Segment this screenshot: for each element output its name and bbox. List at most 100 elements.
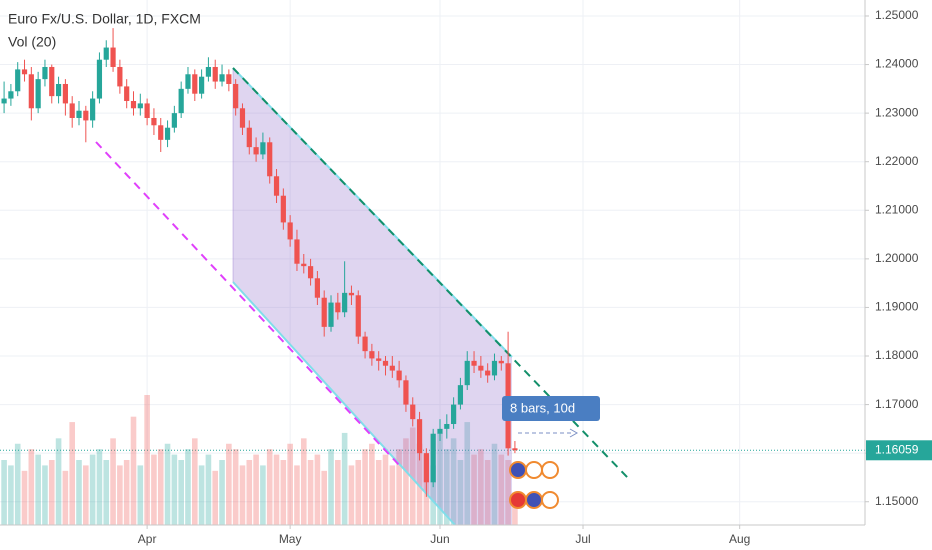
volume-bar [21,470,28,525]
candle-body [348,292,355,296]
volume-bar [83,465,89,525]
event-icon [509,491,527,509]
y-tick-label: 1.21000 [875,202,919,216]
volume-bar [362,449,368,525]
volume-bar [355,460,362,525]
volume-bar [137,465,144,525]
x-tick-label: Apr [138,532,157,546]
candle-body [158,125,164,140]
candle-body [15,69,21,92]
candle-body [96,59,103,99]
candle-body [498,360,504,364]
volume-bar [130,416,137,525]
candle-body [321,297,327,327]
candle-body [512,448,518,451]
volume-bar [48,460,55,525]
candle-body [273,176,280,196]
volume-bar [191,438,198,525]
y-tick-label: 1.20000 [875,251,919,265]
volume-bar [178,460,184,525]
volume-bar [89,454,96,525]
candle-body [62,83,68,104]
volume-bar [478,449,484,525]
volume-bar [512,492,518,525]
volume-bar [1,460,7,525]
candle-body [1,98,7,104]
candle-body [205,66,212,77]
candle-body [335,302,341,313]
volume-bar [328,449,334,525]
volume-bar [437,432,443,525]
annotation-box [502,396,600,421]
volume-bar [28,449,35,525]
volume-bar [321,470,328,525]
trend-dashed-lower [95,141,401,467]
x-tick-label: Jun [430,532,449,546]
x-tick-label: May [279,532,302,546]
candle-body [49,66,55,97]
candle-body [260,142,266,155]
volume-bar [491,443,498,525]
candle-body [55,83,62,97]
volume-bar [273,454,280,525]
volume-bar [253,454,259,525]
volume-bar [157,449,164,525]
event-icon [509,461,527,479]
annotation: 8 bars, 10d [510,400,575,415]
candle-body [171,113,177,128]
candle-body [83,110,89,121]
candle-body [21,69,28,75]
candle-body [403,380,409,405]
volume-bar [123,460,130,525]
volume-bar [348,465,355,525]
x-tick-label: Aug [729,532,750,546]
y-tick-label: 1.15000 [875,494,919,508]
candle-body [280,195,286,223]
volume-bar [498,454,505,525]
candles [1,28,518,497]
volume-bar [335,460,341,525]
candle-body [437,428,443,434]
candle-body [342,292,348,313]
volume-bar [42,465,48,525]
candle-body [212,66,218,82]
volume-bar [110,438,116,525]
candle-body [267,142,273,177]
candle-body [253,147,259,155]
candle-body [164,127,171,140]
volume-bar [266,449,273,525]
candle-body [396,370,402,381]
volume-bar [164,443,171,525]
axes: 1.150001.160001.170001.180001.190001.200… [138,8,932,546]
candle-body [451,404,457,425]
volume-bar [260,465,266,525]
candle-body [124,86,130,101]
volume-bar [450,438,457,525]
candle-body [35,79,41,109]
candle-body [457,385,464,405]
volume-bar [444,449,450,525]
chart-title: Euro Fx/U.S. Dollar, 1D, FXCM [8,11,201,27]
candle-body [314,278,320,298]
event-icon [525,461,543,479]
candle-body [239,108,246,128]
candle-body [355,295,361,337]
volume-bar [505,460,511,525]
candle-body [151,117,157,126]
last-price-box [866,440,932,461]
volume-bar [409,427,416,525]
volume-bar [14,443,21,525]
candle-body [69,103,75,118]
volume-bar [185,449,191,525]
volume-bar [55,438,62,525]
candle-body [246,127,252,148]
candle-body [76,110,82,118]
volume-bar [62,470,69,525]
volume-bar [226,443,232,525]
channel-lower [232,281,456,526]
candle-body [226,74,232,84]
volume-bar [219,460,225,525]
candle-body [301,263,307,267]
candle-body [410,404,416,420]
